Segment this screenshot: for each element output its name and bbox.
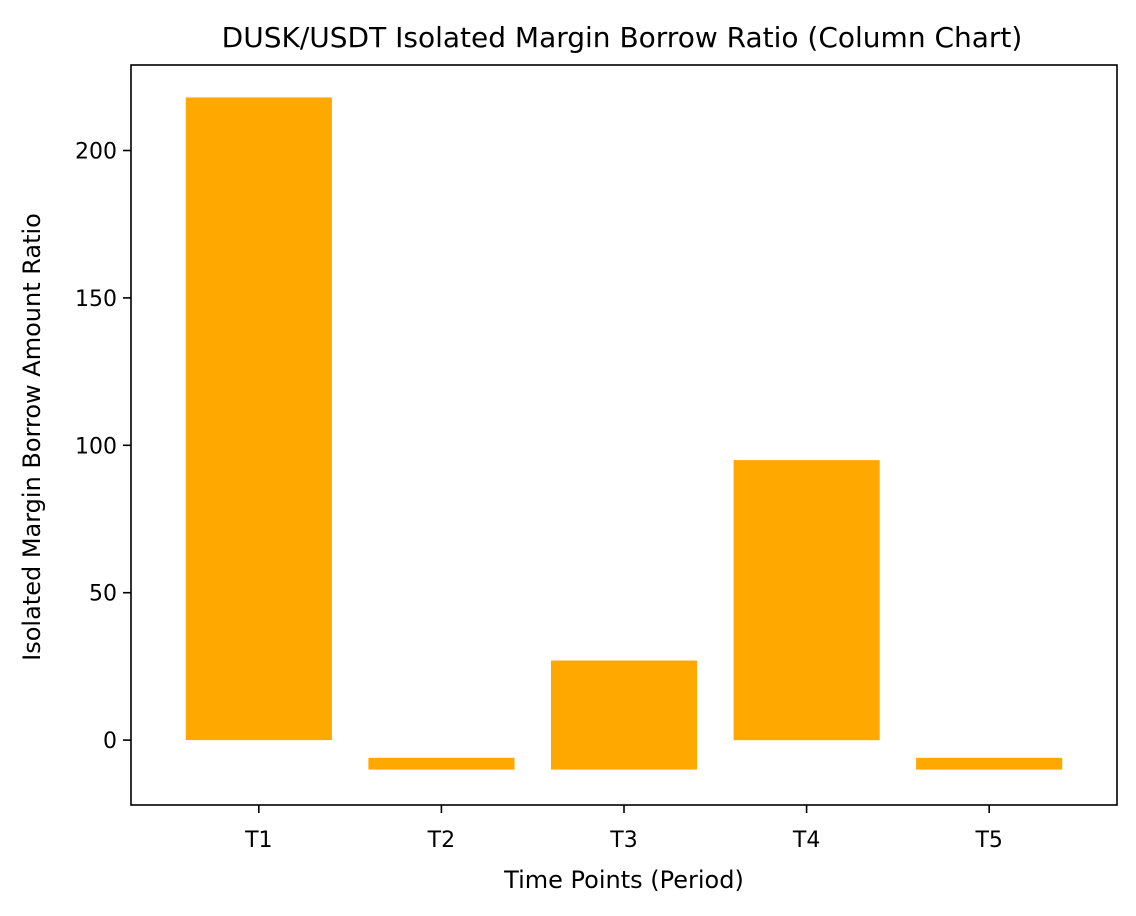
bars-layer [185, 97, 1063, 770]
x-axis: T1 T2 T3 T4 T5 [244, 805, 1003, 853]
bar-t4 [733, 460, 880, 741]
y-tick-label: 150 [75, 287, 117, 312]
x-tick-label-t3: T3 [609, 828, 637, 853]
bar-t1 [185, 97, 332, 741]
x-axis-label: Time Points (Period) [503, 866, 744, 894]
y-tick-label: 200 [75, 140, 117, 165]
y-axis: 0 50 100 150 200 [75, 140, 131, 754]
bar-t3 [551, 660, 698, 770]
x-tick-label-t4: T4 [792, 828, 820, 853]
bar-t2 [368, 757, 515, 770]
y-axis-label: Isolated Margin Borrow Amount Ratio [18, 213, 46, 661]
chart-title: DUSK/USDT Isolated Margin Borrow Ratio (… [222, 21, 1023, 54]
x-tick-label-t2: T2 [427, 828, 455, 853]
y-tick-label: 0 [103, 729, 117, 754]
plot-area [130, 64, 1118, 806]
x-tick-label-t5: T5 [974, 828, 1002, 853]
y-tick-label: 50 [89, 582, 117, 607]
x-tick-label-t1: T1 [244, 828, 272, 853]
y-tick-label: 100 [75, 434, 117, 459]
bar-t5 [916, 757, 1063, 770]
